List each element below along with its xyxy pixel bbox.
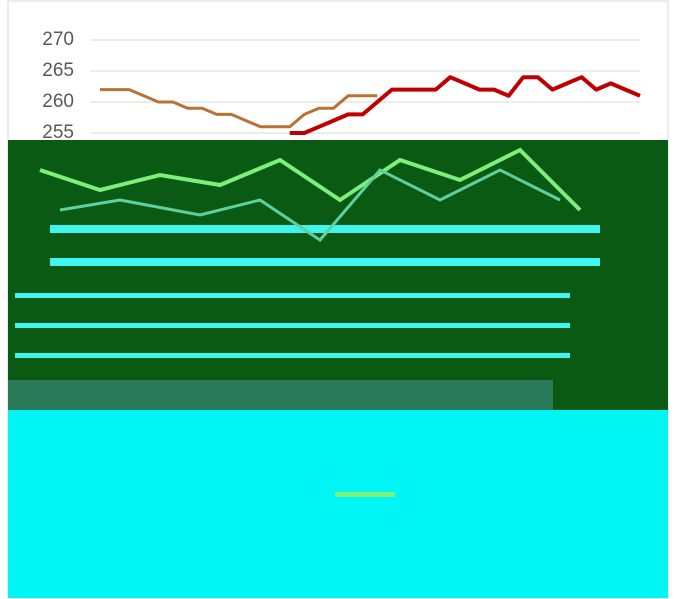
glitch-trace	[59, 168, 561, 242]
glitch-block	[8, 140, 610, 410]
glitch-block	[8, 380, 553, 410]
glitch-line	[335, 492, 395, 497]
glitch-trace	[39, 147, 582, 212]
y-tick-label: 255	[42, 122, 74, 143]
glitch-line	[15, 353, 570, 358]
y-tick-label: 260	[42, 91, 74, 112]
corrupted-region	[8, 140, 668, 598]
glitch-line	[50, 225, 600, 233]
glitch-line	[50, 258, 600, 266]
plot: 255 260 265 270	[42, 29, 641, 143]
y-tick-label: 265	[42, 60, 74, 81]
y-tick-label: 270	[42, 29, 74, 50]
glitch-line	[15, 323, 570, 328]
glitch-line	[15, 293, 570, 298]
glitch-block	[8, 410, 668, 598]
series-line	[289, 75, 641, 135]
glitch-block	[610, 140, 668, 410]
series-line	[100, 88, 378, 129]
